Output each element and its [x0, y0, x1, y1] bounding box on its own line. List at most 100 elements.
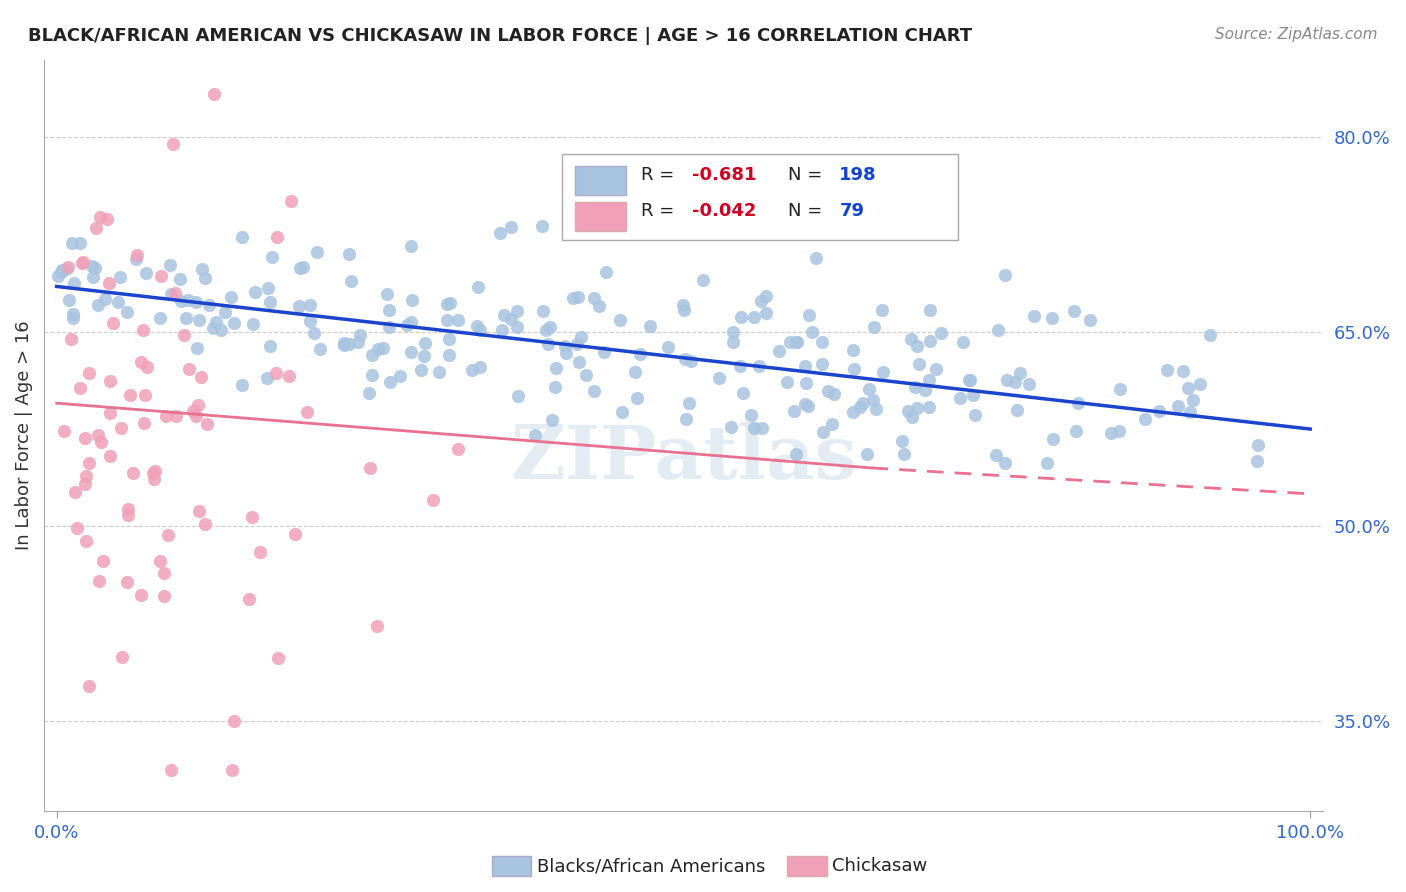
Point [378, 319, 401, 334]
Point [721, 334, 744, 349]
Point [221, 763, 243, 777]
Point [204, 315, 226, 329]
Text: N =: N = [789, 166, 828, 184]
Point [412, 349, 434, 363]
Point [569, 329, 592, 343]
Point [378, 303, 401, 318]
Text: ZIPatlas: ZIPatlas [510, 422, 856, 494]
Point [396, 318, 419, 333]
Point [555, 346, 578, 360]
Point [862, 392, 884, 407]
Point [568, 355, 591, 369]
Point [242, 317, 264, 331]
Text: BLACK/AFRICAN AMERICAN VS CHICKASAW IN LABOR FORCE | AGE > 16 CORRELATION CHART: BLACK/AFRICAN AMERICAN VS CHICKASAW IN L… [28, 27, 972, 45]
Point [90, 434, 112, 449]
Point [537, 337, 560, 351]
Point [198, 298, 221, 312]
Point [1108, 382, 1130, 396]
Point [117, 575, 139, 590]
Point [108, 270, 131, 285]
Point [492, 308, 515, 322]
Point [794, 396, 817, 410]
Point [465, 318, 488, 333]
Point [75, 469, 97, 483]
Point [1156, 363, 1178, 377]
Point [673, 352, 696, 367]
Point [567, 290, 589, 304]
Point [49, 265, 72, 279]
Point [153, 589, 176, 603]
Point [243, 285, 266, 299]
Point [1182, 392, 1205, 407]
Point [82, 270, 104, 285]
Point [565, 337, 588, 351]
Point [83, 261, 105, 276]
Point [918, 373, 941, 387]
Point [409, 363, 432, 377]
Point [87, 574, 110, 588]
Point [1167, 400, 1189, 414]
Point [46, 268, 69, 283]
Point [298, 314, 321, 328]
Point [1042, 311, 1064, 326]
Point [309, 343, 332, 357]
Point [593, 345, 616, 359]
Point [1063, 304, 1085, 318]
Point [783, 404, 806, 418]
Point [63, 485, 86, 500]
Point [751, 421, 773, 435]
Point [501, 311, 523, 326]
Point [541, 413, 564, 427]
Point [994, 456, 1017, 470]
Point [72, 254, 94, 268]
Point [191, 262, 214, 277]
Point [583, 291, 606, 305]
Point [508, 389, 530, 403]
Point [280, 194, 302, 208]
Point [920, 303, 942, 318]
Point [1180, 405, 1202, 419]
Point [129, 588, 152, 602]
Point [142, 467, 165, 481]
Text: Chickasaw: Chickasaw [832, 857, 928, 875]
Point [995, 373, 1018, 387]
Point [55, 262, 77, 277]
Point [610, 405, 633, 419]
Point [1247, 438, 1270, 452]
Point [155, 409, 177, 423]
Point [115, 305, 138, 319]
Point [340, 274, 363, 288]
Point [110, 421, 132, 435]
Point [307, 244, 329, 259]
Point [202, 87, 225, 101]
Point [949, 391, 972, 405]
Point [259, 295, 281, 310]
Point [436, 297, 458, 311]
Point [169, 272, 191, 286]
Point [890, 434, 912, 448]
Point [77, 456, 100, 470]
Point [918, 334, 941, 348]
Point [231, 377, 253, 392]
Point [538, 320, 561, 334]
Point [460, 363, 482, 377]
Point [121, 466, 143, 480]
Point [187, 398, 209, 412]
Point [987, 322, 1010, 336]
Point [872, 365, 894, 379]
Point [73, 477, 96, 491]
Point [142, 472, 165, 486]
Point [1078, 313, 1101, 327]
Point [143, 464, 166, 478]
Point [842, 405, 865, 419]
Point [98, 449, 121, 463]
Point [811, 357, 834, 371]
Point [624, 365, 647, 379]
Point [91, 554, 114, 568]
Point [595, 265, 617, 279]
Point [62, 311, 84, 326]
Point [742, 421, 765, 435]
Point [858, 382, 880, 396]
Point [842, 362, 865, 376]
Point [150, 269, 173, 284]
